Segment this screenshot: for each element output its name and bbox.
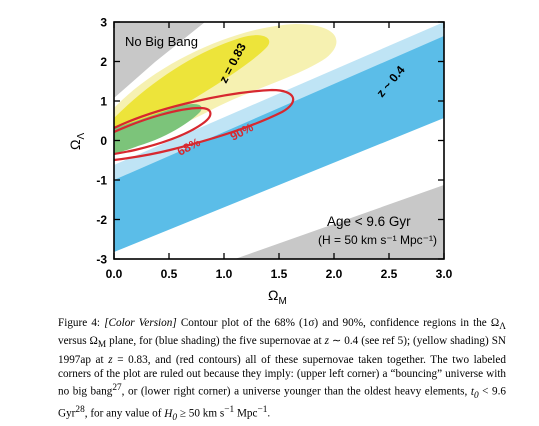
figure-caption: Figure 4: [Color Version] Contour plot o…: [58, 316, 506, 426]
blue-region-inner: [114, 36, 444, 252]
no-big-bang-region: [114, 22, 205, 98]
caption-younger: , or (lower right corner) a universe you…: [121, 386, 361, 399]
caption-omega-lambda: Ω: [490, 317, 500, 329]
caption-ref28: 28: [75, 405, 85, 416]
young-universe-region: [235, 185, 444, 259]
yellow-region-inner: [114, 35, 270, 136]
caption-plane: plane, for (blue shading) the five super…: [106, 335, 325, 348]
caption-age: < 9.6 Gyr: [58, 386, 507, 421]
annotation-age: Age < 9.6 Gyr: [327, 214, 411, 229]
caption-end: .: [267, 408, 271, 421]
x-tick-label: 2.5: [381, 267, 398, 281]
caption-corners: The two labeled corners of the plot are …: [58, 353, 506, 381]
caption-z083: = 0.83, and (red contours) all of these …: [112, 353, 426, 366]
x-axis-label: ΩM: [268, 287, 287, 307]
contour-90: [114, 88, 295, 162]
x-tick-label: 1.0: [216, 267, 233, 281]
x-tick-label: 1.5: [271, 267, 288, 281]
x-tick-label: 3.0: [436, 267, 453, 281]
y-tick-label: -3: [96, 253, 107, 267]
caption-ge50: ≥ 50 km s: [177, 408, 225, 421]
figure: 0.0 0.5 1.0 1.5 2.0 2.5 3.0 3 2 1 0 -1 -2 -3 No Big …: [67, 16, 453, 308]
caption-versus: versus Ω: [58, 335, 98, 348]
caption-anyvalue: , for any value of: [84, 408, 165, 421]
y-tick-label: 3: [100, 16, 107, 30]
y-axis-label: ΩΛ: [67, 133, 87, 150]
caption-heavy: oldest heavy elements,: [364, 386, 471, 399]
annotation-hubble: (H = 50 km s⁻¹ Mpc⁻¹): [318, 233, 437, 247]
caption-t0: t0: [470, 386, 479, 402]
y-tick-label: 1: [100, 95, 107, 109]
y-tick-label: 2: [100, 55, 107, 69]
caption-z04: ∼ 0.4 (see ref 5); (yellow: [328, 335, 448, 348]
y-tick-label: -2: [96, 213, 107, 227]
caption-z1: z: [324, 335, 329, 348]
contour-plot: 0.0 0.5 1.0 1.5 2.0 2.5 3.0 3 2 1 0 -1 -2 -3 No Big …: [67, 16, 453, 308]
caption-line1: Contour plot of the 68% (1σ) and 90%, co…: [176, 317, 487, 329]
caption-sub-lambda: Λ: [499, 322, 506, 333]
caption-bouncing: “bouncing” universe with no big bang: [58, 368, 507, 399]
caption-h0: H0: [164, 408, 178, 424]
x-ticks: 0.0 0.5 1.0 1.5 2.0 2.5 3.0: [106, 22, 453, 281]
caption-sub-m: M: [97, 340, 107, 351]
x-tick-label: 0.5: [161, 267, 178, 281]
x-tick-label: 2.0: [326, 267, 343, 281]
caption-version: [Color Version]: [104, 317, 177, 329]
y-tick-label: -1: [96, 174, 107, 188]
annotation-no-big-bang: No Big Bang: [125, 34, 198, 49]
y-ticks: 3 2 1 0 -1 -2 -3: [96, 16, 444, 267]
y-tick-label: 0: [100, 134, 107, 148]
green-overlap-region: [114, 104, 202, 154]
caption-exp2: −1: [257, 405, 268, 416]
caption-exp1: −1: [224, 405, 235, 416]
caption-label: Figure 4:: [58, 317, 105, 329]
caption-z2: z: [108, 353, 113, 366]
contour-68: [114, 106, 212, 156]
caption-sn1997: shading) SN 1997ap at: [58, 335, 506, 366]
x-tick-label: 0.0: [106, 267, 123, 281]
caption-mpc: Mpc: [234, 408, 258, 421]
caption-ref27: 27: [112, 383, 122, 394]
